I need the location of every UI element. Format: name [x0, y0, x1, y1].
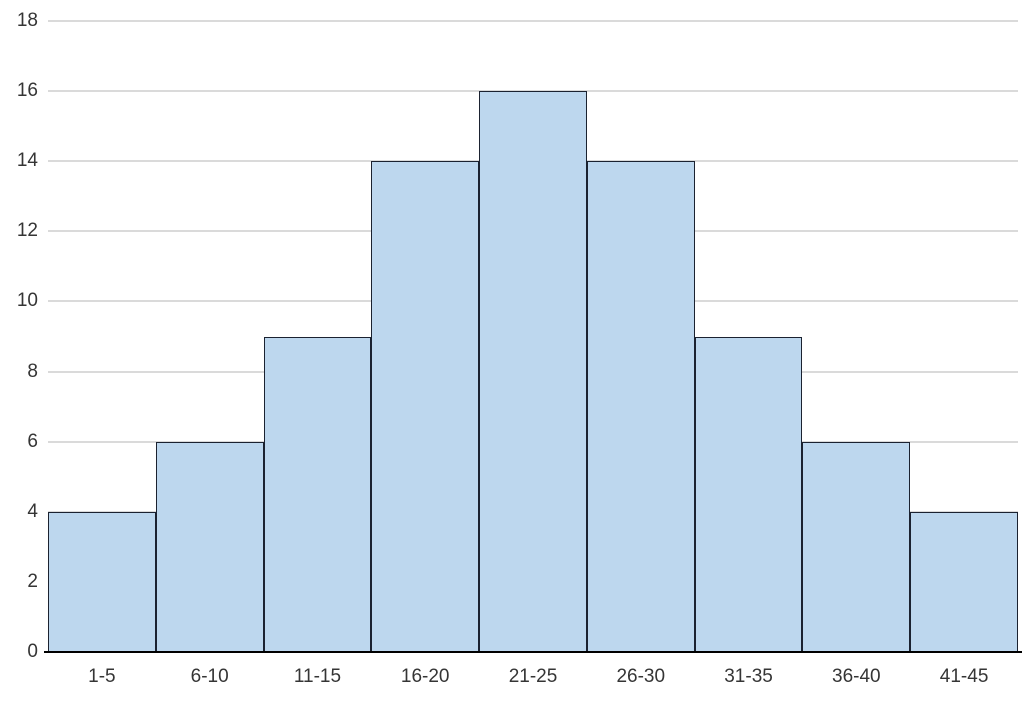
- y-tick-label-0: 0: [27, 641, 38, 662]
- y-tick-label-18: 18: [16, 10, 38, 31]
- bar-16-20: [371, 161, 480, 652]
- x-tick-label-11-15: 11-15: [293, 666, 342, 687]
- x-tick-label-1-5: 1-5: [88, 666, 116, 687]
- x-tick-label-36-40: 36-40: [832, 666, 881, 687]
- bar-6-10: [155, 441, 264, 652]
- gridline-18: [48, 20, 1018, 22]
- x-axis-line: [44, 650, 1022, 653]
- plot-area: [44, 20, 1022, 653]
- y-tick-label-10: 10: [16, 290, 38, 312]
- x-tick-label-41-45: 41-45: [939, 666, 989, 687]
- x-tick-label-21-25: 21-25: [508, 666, 558, 687]
- x-tick-label-6-10: 6-10: [190, 666, 229, 687]
- y-tick-label-16: 16: [16, 80, 38, 102]
- y-tick-label-8: 8: [27, 360, 38, 382]
- bar-26-30: [586, 161, 695, 652]
- y-tick-label-14: 14: [16, 150, 38, 172]
- x-tick-label-26-30: 26-30: [616, 666, 666, 687]
- y-tick-label-2: 2: [27, 570, 38, 592]
- x-tick-label-31-35: 31-35: [724, 666, 773, 687]
- bar-31-35: [694, 336, 803, 652]
- y-tick-label-12: 12: [16, 220, 38, 242]
- x-tick-label-16-20: 16-20: [400, 666, 450, 687]
- y-tick-label-6: 6: [27, 430, 38, 452]
- bar-11-15: [263, 336, 372, 652]
- bar-36-40: [802, 441, 911, 652]
- y-tick-label-4: 4: [27, 500, 38, 522]
- bar-41-45: [910, 511, 1018, 652]
- bar-1-5: [48, 511, 156, 652]
- bar-21-25: [479, 91, 587, 652]
